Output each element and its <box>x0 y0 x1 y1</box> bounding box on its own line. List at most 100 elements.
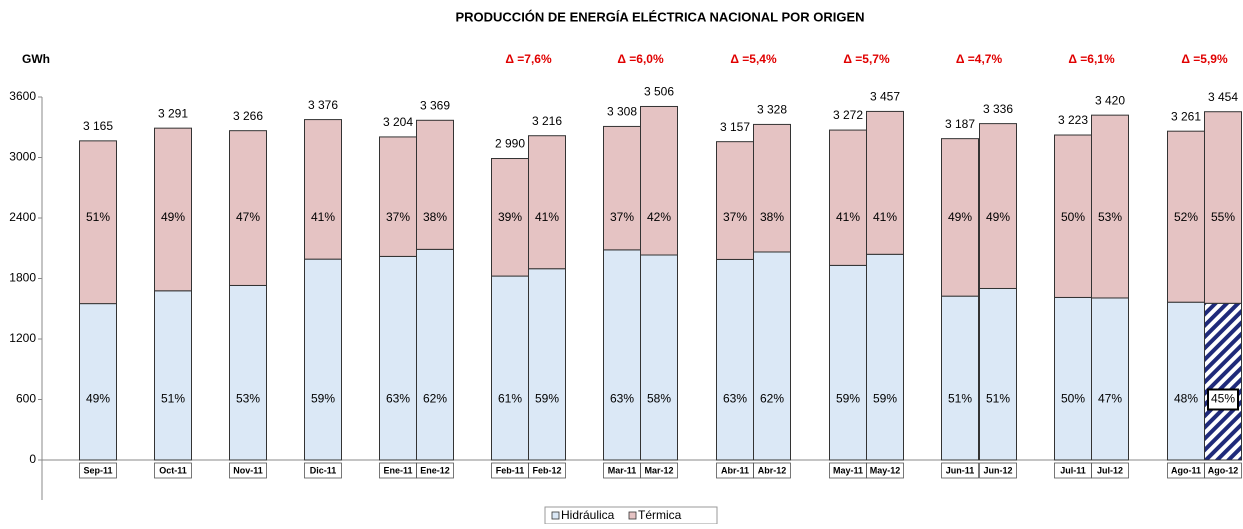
x-tick-label: Feb-11 <box>496 465 525 475</box>
bar-segment <box>941 138 979 297</box>
bar-segment <box>1091 114 1129 299</box>
x-tick-label: Jun-12 <box>983 465 1012 475</box>
total-label: 3 187 <box>945 117 975 131</box>
delta-label: Δ =6,0% <box>617 52 664 66</box>
x-tick-label: Jul-11 <box>1060 465 1086 475</box>
bar-segment <box>640 105 678 256</box>
share-label: 42% <box>647 210 671 224</box>
total-label: 3 308 <box>607 105 637 119</box>
bar-segment <box>304 258 342 461</box>
share-label: 48% <box>1174 392 1198 406</box>
share-label: 58% <box>647 392 671 406</box>
bar-segment <box>866 253 904 461</box>
x-label-box <box>979 462 1017 479</box>
x-label-box <box>1204 462 1242 479</box>
delta-label: Δ =5,9% <box>1181 52 1228 66</box>
y-tick-label: 3600 <box>9 89 36 103</box>
share-label: 63% <box>610 392 634 406</box>
x-label-box <box>1091 462 1129 479</box>
total-label: 3 216 <box>532 114 562 128</box>
share-label: 37% <box>610 210 634 224</box>
x-label-box <box>941 462 979 479</box>
y-tick-label: 2400 <box>9 210 36 224</box>
share-label: 41% <box>311 210 335 224</box>
bar-segment <box>379 255 417 461</box>
y-tick-label: 1800 <box>9 271 36 285</box>
total-label: 3 369 <box>420 98 450 112</box>
x-label-box <box>416 462 454 479</box>
x-tick-label: Feb-12 <box>532 465 561 475</box>
bar-segment <box>753 123 791 253</box>
total-label: 3 328 <box>757 103 787 117</box>
bar-segment <box>528 135 566 270</box>
share-label: 41% <box>535 210 559 224</box>
x-tick-label: Oct-11 <box>159 465 187 475</box>
label-box <box>1207 388 1239 411</box>
share-label: 49% <box>986 210 1010 224</box>
share-label: 45% <box>1211 392 1235 406</box>
share-label: 59% <box>311 392 335 406</box>
x-tick-label: Abr-11 <box>721 465 749 475</box>
total-label: 3 457 <box>870 90 900 104</box>
y-tick-label: 3000 <box>9 150 36 164</box>
total-label: 3 291 <box>158 106 188 120</box>
total-label: 3 261 <box>1171 109 1201 123</box>
bar-segment <box>1204 302 1242 461</box>
bar-segment <box>416 248 454 461</box>
share-label: 50% <box>1061 210 1085 224</box>
x-label-box <box>154 462 192 479</box>
total-label: 3 454 <box>1208 90 1238 104</box>
legend-label: Hidráulica <box>561 508 615 522</box>
x-label-box <box>229 462 267 479</box>
share-label: 53% <box>1098 210 1122 224</box>
share-label: 63% <box>386 392 410 406</box>
bar-segment <box>979 123 1017 289</box>
bar-segment <box>491 158 529 277</box>
delta-label: Δ =7,6% <box>505 52 552 66</box>
bar-segment <box>491 275 529 461</box>
x-tick-label: Sep-11 <box>83 465 112 475</box>
share-label: 41% <box>873 210 897 224</box>
bar-segment <box>229 130 267 286</box>
share-label: 51% <box>986 392 1010 406</box>
bar-segment <box>1167 130 1205 303</box>
share-label: 59% <box>873 392 897 406</box>
x-label-box <box>79 462 117 479</box>
legend-swatch <box>628 511 637 520</box>
x-tick-label: Ene-11 <box>383 465 412 475</box>
bar-segment <box>829 264 867 461</box>
share-label: 37% <box>386 210 410 224</box>
bar-segment <box>528 268 566 461</box>
bar-segment <box>379 136 417 257</box>
x-tick-label: Dic-11 <box>310 465 337 475</box>
total-label: 3 157 <box>720 120 750 134</box>
x-tick-label: May-11 <box>833 465 863 475</box>
share-label: 62% <box>760 392 784 406</box>
share-label: 37% <box>723 210 747 224</box>
y-tick-label: 0 <box>29 452 36 466</box>
share-label: 41% <box>836 210 860 224</box>
delta-label: Δ =5,4% <box>730 52 777 66</box>
share-label: 63% <box>723 392 747 406</box>
share-label: 47% <box>236 210 260 224</box>
x-tick-label: Jun-11 <box>946 465 975 475</box>
x-tick-label: Nov-11 <box>233 465 263 475</box>
x-tick-label: May-12 <box>870 465 901 475</box>
bar-segment <box>229 284 267 461</box>
bar-segment <box>1054 134 1092 298</box>
bar-segment <box>79 140 117 305</box>
bar-segment <box>304 119 342 260</box>
x-tick-label: Abr-12 <box>758 465 787 475</box>
share-label: 39% <box>498 210 522 224</box>
bar-segment <box>979 287 1017 461</box>
share-label: 49% <box>161 210 185 224</box>
share-label: 55% <box>1211 210 1235 224</box>
bar-segment <box>753 251 791 461</box>
x-tick-label: Mar-11 <box>608 465 637 475</box>
bar-segment <box>716 258 754 461</box>
y-axis-label: GWh <box>22 52 50 66</box>
bar-segment <box>1054 296 1092 461</box>
x-label-box <box>640 462 678 479</box>
bar-segment <box>640 254 678 461</box>
